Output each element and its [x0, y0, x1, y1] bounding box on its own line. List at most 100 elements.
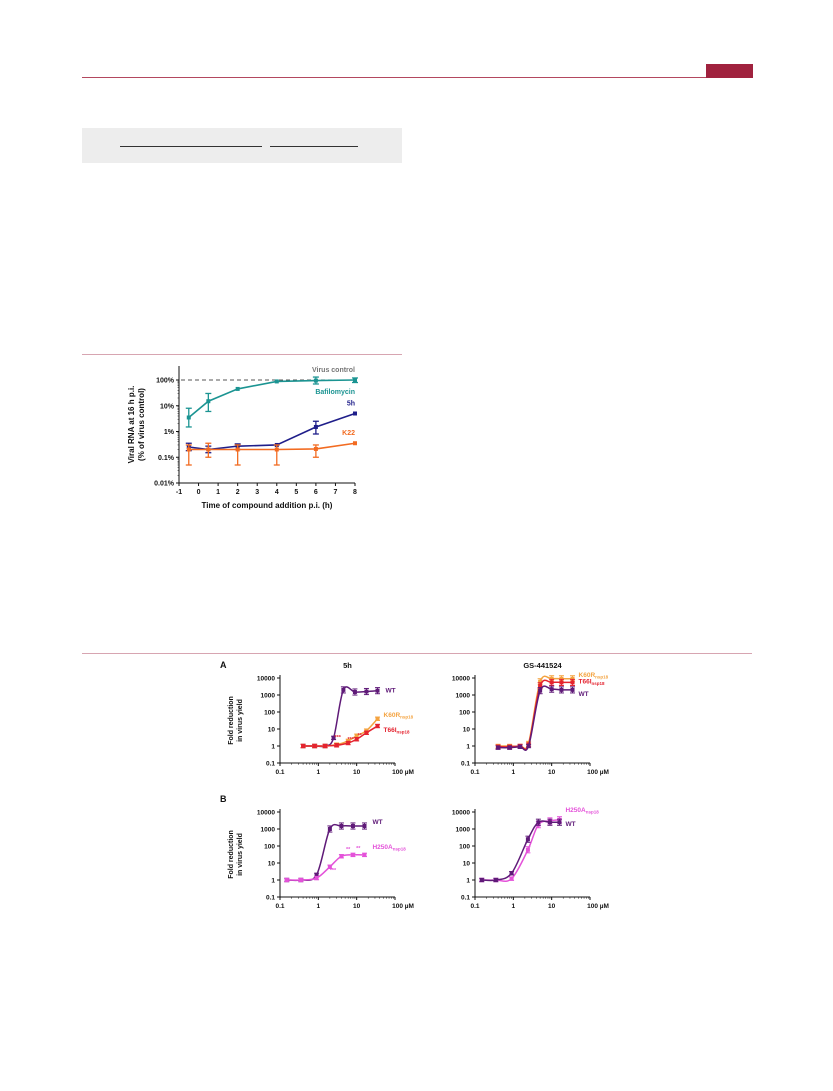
- series-label: H250Ansp18: [372, 844, 406, 852]
- series-label: K22: [342, 430, 355, 437]
- data-point: [557, 820, 562, 825]
- data-point: [525, 837, 530, 842]
- data-point: [509, 871, 514, 876]
- x-tick-label: 0: [197, 489, 201, 496]
- x-tick-label: 10: [548, 903, 556, 910]
- y-tick-label: 10%: [160, 403, 175, 410]
- data-point: [341, 687, 346, 692]
- series-label: WT: [579, 691, 589, 698]
- y-tick-label: 100: [459, 843, 470, 850]
- y-tick-label: 1000: [456, 692, 471, 699]
- data-point: [375, 724, 380, 729]
- y-tick-label: 10000: [257, 809, 275, 816]
- series-label: 5h: [347, 401, 355, 408]
- fit-curve: [481, 820, 560, 882]
- y-axis-label: Fold reduction: [228, 696, 235, 745]
- data-point: [538, 683, 543, 688]
- series-label-subscript: nsp18: [397, 730, 411, 735]
- panel-title: 5h: [343, 661, 352, 670]
- data-point: [549, 680, 554, 685]
- series-label: WT: [386, 688, 396, 695]
- data-point: [479, 878, 484, 882]
- significance-marker: **: [356, 846, 361, 852]
- y-tick-label: 1: [271, 877, 275, 884]
- y-axis-label: (% of virus control): [137, 388, 146, 461]
- data-point: [206, 447, 211, 452]
- y-tick-label: 1000: [456, 826, 471, 833]
- y-tick-label: 0.1: [461, 894, 470, 901]
- series-label-subscript: nsp18: [400, 714, 414, 719]
- y-tick-label: 1: [271, 743, 275, 750]
- table-header-line: [120, 146, 262, 147]
- panel-label: A: [220, 660, 227, 670]
- fit-curve: [498, 685, 573, 752]
- data-point: [364, 730, 369, 735]
- data-point: [327, 827, 332, 831]
- x-tick-label: 0.1: [470, 903, 479, 910]
- y-tick-label: 1: [466, 743, 470, 750]
- y-axis-label: in virus yield: [237, 699, 244, 742]
- data-point: [353, 378, 357, 382]
- figure-rule: [82, 354, 402, 355]
- series-label: WT: [372, 819, 382, 826]
- data-point: [314, 876, 319, 881]
- data-point: [536, 820, 541, 825]
- data-point: [538, 688, 543, 693]
- data-point: [354, 733, 359, 738]
- x-tick-label: 1: [317, 769, 321, 776]
- y-axis-label: Fold reduction: [228, 830, 235, 879]
- data-point: [339, 854, 344, 859]
- series-label: K60Rnsp18: [579, 672, 609, 680]
- y-tick-label: 100: [459, 709, 470, 716]
- table-header-line: [270, 146, 358, 147]
- data-point: [353, 411, 357, 416]
- data-point: [362, 852, 367, 857]
- y-tick-label: 1000: [261, 826, 276, 833]
- data-point: [312, 744, 317, 748]
- x-tick-label: 8: [353, 489, 357, 496]
- data-point: [274, 447, 279, 452]
- significance-marker: ***: [348, 737, 355, 743]
- fit-curve: [481, 819, 560, 882]
- data-point: [298, 878, 303, 882]
- fit-curve: [286, 823, 365, 882]
- significance-marker: **: [358, 733, 363, 739]
- y-tick-label: 1: [466, 877, 470, 884]
- series-label-subscript: nsp18: [595, 674, 609, 679]
- series-line: [188, 412, 356, 451]
- data-point: [364, 689, 369, 694]
- series-label: Bafilomycin: [315, 389, 355, 396]
- y-tick-label: 10000: [452, 809, 470, 816]
- y-tick-label: 10000: [452, 675, 470, 682]
- x-tick-label: 0.1: [275, 769, 284, 776]
- series-label: H250Ansp18: [565, 807, 599, 815]
- significance-marker: ***: [334, 735, 341, 741]
- header-rule: [82, 77, 752, 78]
- data-point: [274, 379, 279, 384]
- x-tick-label: 100 µM: [587, 769, 609, 776]
- data-point: [284, 878, 289, 882]
- x-tick-label: -1: [176, 489, 182, 496]
- figure-rule: [82, 653, 752, 654]
- y-tick-label: 0.1%: [158, 455, 175, 462]
- virus-control-label: Virus control: [312, 367, 355, 374]
- y-tick-label: 0.1: [266, 894, 275, 901]
- y-tick-label: 10000: [257, 675, 275, 682]
- data-point: [323, 744, 328, 748]
- x-tick-label: 2: [236, 489, 240, 496]
- fit-curve: [286, 854, 365, 881]
- x-tick-label: 100 µM: [392, 903, 414, 910]
- x-tick-label: 10: [548, 769, 556, 776]
- data-point: [549, 676, 554, 681]
- data-point: [327, 864, 332, 869]
- x-tick-label: 1: [216, 489, 220, 496]
- series-label: T66Insp18: [384, 727, 411, 735]
- table-header-band: [82, 128, 402, 163]
- significance-marker: **: [346, 847, 351, 853]
- data-point: [235, 386, 240, 391]
- y-tick-label: 10: [463, 726, 471, 733]
- data-point: [301, 744, 306, 748]
- data-point: [206, 399, 211, 404]
- x-tick-label: 7: [333, 489, 337, 496]
- y-tick-label: 100: [264, 709, 275, 716]
